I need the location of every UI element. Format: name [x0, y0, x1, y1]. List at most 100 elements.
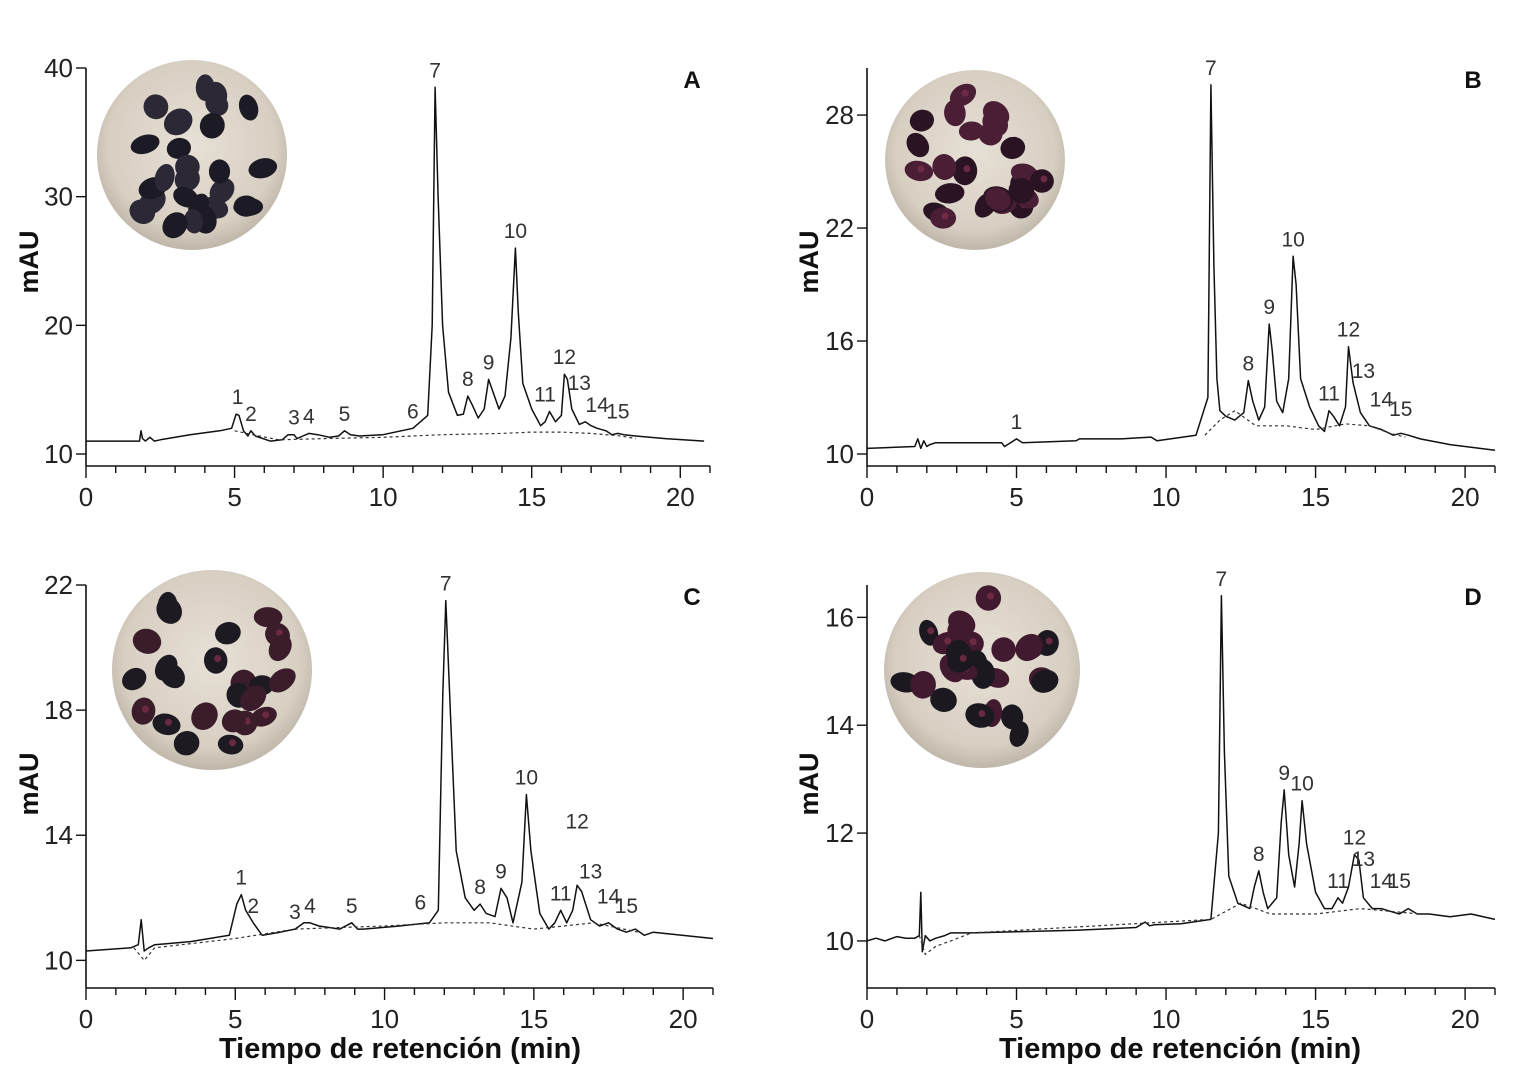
x-tick-label: 0	[79, 1004, 93, 1034]
chromatogram-trace	[85, 599, 714, 952]
peak-label: 13	[579, 860, 602, 883]
peak-label: 7	[1216, 568, 1228, 591]
peak-label: 10	[504, 220, 527, 243]
peak-label: 12	[553, 346, 576, 369]
y-axis-label: mAU	[794, 752, 824, 815]
peak-label: 15	[1388, 870, 1411, 893]
traces	[866, 84, 1496, 451]
kernel-highlight	[986, 592, 994, 600]
peak-label: 15	[606, 400, 629, 423]
kernel	[253, 607, 283, 628]
peak-label: 8	[1253, 843, 1265, 866]
kernel-highlight	[229, 739, 237, 747]
kernel	[205, 92, 229, 116]
x-tick-label: 20	[669, 1004, 698, 1034]
kernel	[173, 731, 200, 756]
y-axis-label: mAU	[794, 230, 824, 293]
peak-label: 13	[1352, 848, 1375, 871]
kernel	[184, 208, 203, 234]
peak-label: 1	[232, 386, 244, 409]
peak-label: 13	[1352, 360, 1375, 383]
panel-d: mAU D Tiempo de retención (min) 0 5 10 15 20…	[794, 568, 1496, 1065]
y-tick-label: 30	[44, 182, 73, 212]
kernel	[982, 110, 1009, 137]
peak-label: 11	[1327, 870, 1349, 893]
peak-label: 9	[1278, 762, 1290, 785]
x-tick-label: 5	[227, 482, 241, 512]
x-tick-label: 5	[1009, 482, 1023, 512]
x-tick-label: 10	[1152, 1004, 1181, 1034]
kernel-highlight	[941, 212, 949, 220]
x-tick-label: 15	[1301, 1004, 1330, 1034]
kernel	[130, 134, 160, 155]
kernel-highlight	[927, 627, 935, 635]
kernel	[238, 94, 259, 121]
peak-label: 8	[1242, 353, 1254, 376]
x-tick-label: 0	[79, 482, 93, 512]
y-tick-label: 14	[825, 710, 854, 740]
kernel	[1015, 633, 1043, 662]
kernel	[208, 159, 231, 184]
x-tick-label: 5	[1009, 1004, 1023, 1034]
kernel	[191, 702, 218, 731]
x-tick-label: 15	[519, 1004, 548, 1034]
kernel	[154, 654, 178, 681]
kernel	[209, 178, 235, 204]
x-tick-label: 20	[666, 482, 695, 512]
y-tick-label: 40	[44, 53, 73, 83]
peak-label: 3	[289, 901, 301, 924]
peak-label: 6	[407, 400, 419, 423]
x-axis-label: Tiempo de retención (min)	[999, 1033, 1361, 1065]
kernel	[1000, 136, 1026, 159]
kernel-highlight	[961, 89, 969, 97]
kernel-highlight	[963, 165, 971, 173]
x-tick-label: 10	[369, 482, 398, 512]
kernel	[143, 94, 169, 120]
peak-label: 2	[247, 895, 259, 918]
y-tick-label: 16	[825, 602, 854, 632]
peak-label: 14	[1370, 388, 1394, 411]
peak-label: 12	[565, 810, 588, 833]
kernel	[195, 74, 215, 101]
kernel	[221, 709, 246, 733]
kernel-photo	[112, 570, 312, 770]
axes: 0 5 10 15 20 10 20 30 40	[44, 53, 711, 512]
traces	[866, 595, 1496, 956]
peak-label: 2	[245, 403, 257, 426]
peak-label: 10	[1290, 773, 1313, 796]
x-tick-label: 0	[860, 1004, 874, 1034]
chromatogram-trace	[866, 84, 1496, 451]
x-tick-label: 10	[1152, 482, 1181, 512]
baseline-trace	[234, 430, 636, 441]
peak-label: 5	[346, 895, 358, 918]
kernel-highlight	[214, 655, 222, 662]
baseline-trace	[918, 902, 1421, 956]
chromatogram-trace	[86, 86, 705, 442]
panel-letter: D	[1464, 584, 1481, 611]
y-tick-label: 16	[825, 326, 854, 356]
y-axis-label: mAU	[14, 752, 44, 815]
kernel-highlight	[276, 629, 283, 637]
kernel-highlight	[1045, 637, 1053, 645]
kernel	[930, 687, 957, 712]
peak-label: 3	[288, 407, 300, 430]
peak-label: 11	[1318, 383, 1340, 406]
kernel	[215, 622, 241, 645]
kernel	[163, 108, 193, 136]
peak-label: 14	[585, 394, 609, 417]
y-tick-label: 10	[44, 945, 73, 975]
kernel	[166, 137, 192, 159]
traces	[85, 599, 714, 962]
y-tick-label: 20	[44, 310, 73, 340]
peak-label: 11	[550, 882, 572, 905]
peak-label: 7	[440, 573, 452, 596]
peak-label: 7	[1205, 57, 1217, 80]
kernel	[958, 121, 984, 141]
kernel-highlight	[142, 705, 149, 713]
x-axis-label: Tiempo de retención (min)	[219, 1033, 581, 1065]
plate	[885, 70, 1065, 250]
kernel-highlight	[262, 711, 270, 719]
